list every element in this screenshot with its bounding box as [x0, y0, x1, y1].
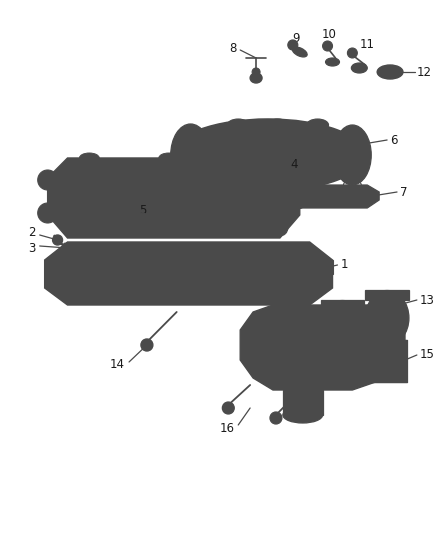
Circle shape	[245, 147, 261, 163]
Polygon shape	[283, 390, 323, 415]
Circle shape	[141, 339, 153, 351]
Ellipse shape	[321, 301, 364, 356]
Ellipse shape	[267, 119, 289, 131]
Ellipse shape	[79, 153, 99, 163]
Circle shape	[348, 191, 358, 201]
Text: 11: 11	[359, 38, 374, 52]
Text: 8: 8	[229, 42, 236, 54]
Circle shape	[280, 147, 296, 163]
Text: 12: 12	[417, 66, 432, 78]
Ellipse shape	[171, 124, 210, 186]
Circle shape	[210, 147, 226, 163]
Ellipse shape	[351, 63, 367, 73]
Ellipse shape	[333, 125, 371, 185]
Polygon shape	[321, 300, 364, 310]
Polygon shape	[45, 242, 332, 305]
Ellipse shape	[159, 153, 179, 163]
Circle shape	[367, 291, 375, 299]
Polygon shape	[134, 258, 174, 272]
Text: 6: 6	[390, 133, 398, 147]
Text: 15: 15	[420, 349, 435, 361]
Circle shape	[321, 191, 331, 201]
Polygon shape	[153, 185, 171, 202]
Circle shape	[74, 267, 85, 279]
Circle shape	[390, 315, 404, 329]
Circle shape	[180, 213, 205, 237]
Circle shape	[305, 313, 313, 321]
Text: 2: 2	[28, 227, 36, 239]
Circle shape	[354, 301, 362, 309]
Ellipse shape	[307, 119, 328, 131]
Circle shape	[323, 301, 331, 309]
Circle shape	[129, 213, 153, 237]
Circle shape	[223, 402, 234, 414]
Ellipse shape	[227, 119, 249, 131]
Polygon shape	[175, 215, 210, 235]
Polygon shape	[132, 275, 176, 302]
Text: 10: 10	[322, 28, 337, 42]
Polygon shape	[79, 258, 119, 272]
Text: 14: 14	[110, 359, 125, 372]
Ellipse shape	[293, 183, 307, 208]
Text: 3: 3	[28, 241, 36, 254]
Polygon shape	[310, 260, 332, 274]
Circle shape	[272, 220, 288, 236]
Polygon shape	[240, 305, 405, 390]
Polygon shape	[123, 215, 159, 235]
Ellipse shape	[250, 73, 262, 83]
Polygon shape	[78, 275, 121, 302]
Circle shape	[78, 213, 101, 237]
Circle shape	[232, 213, 256, 237]
Text: 9: 9	[292, 31, 300, 44]
Circle shape	[323, 41, 332, 51]
Circle shape	[38, 203, 57, 223]
Ellipse shape	[325, 58, 339, 66]
Polygon shape	[241, 275, 285, 302]
Polygon shape	[187, 275, 230, 302]
Polygon shape	[71, 215, 107, 235]
Circle shape	[270, 412, 282, 424]
Polygon shape	[271, 312, 314, 322]
Circle shape	[292, 267, 304, 279]
Polygon shape	[45, 268, 67, 282]
Circle shape	[183, 267, 194, 279]
Ellipse shape	[365, 290, 409, 345]
Circle shape	[293, 191, 303, 201]
Polygon shape	[365, 290, 409, 300]
Ellipse shape	[293, 47, 307, 57]
Ellipse shape	[377, 65, 403, 79]
Circle shape	[314, 147, 331, 163]
Text: 1: 1	[340, 259, 348, 271]
Circle shape	[38, 170, 57, 190]
Circle shape	[399, 291, 407, 299]
Circle shape	[63, 243, 72, 253]
Polygon shape	[189, 258, 228, 272]
Circle shape	[390, 368, 404, 382]
Polygon shape	[243, 258, 283, 272]
Circle shape	[265, 191, 275, 201]
Circle shape	[259, 368, 273, 382]
Polygon shape	[48, 158, 300, 238]
Circle shape	[273, 313, 281, 321]
Ellipse shape	[271, 312, 314, 367]
Ellipse shape	[171, 119, 365, 191]
Circle shape	[259, 313, 273, 327]
Polygon shape	[367, 340, 407, 382]
Text: 16: 16	[219, 422, 234, 434]
Text: 5: 5	[140, 204, 147, 216]
Text: 13: 13	[420, 294, 435, 306]
Polygon shape	[244, 185, 379, 208]
Circle shape	[288, 40, 298, 50]
Circle shape	[252, 68, 260, 76]
Circle shape	[347, 48, 357, 58]
Circle shape	[53, 235, 63, 245]
Polygon shape	[226, 215, 262, 235]
Ellipse shape	[283, 407, 323, 423]
Ellipse shape	[238, 153, 258, 163]
Text: 4: 4	[291, 158, 298, 172]
Text: 7: 7	[400, 185, 407, 198]
Circle shape	[272, 160, 288, 176]
